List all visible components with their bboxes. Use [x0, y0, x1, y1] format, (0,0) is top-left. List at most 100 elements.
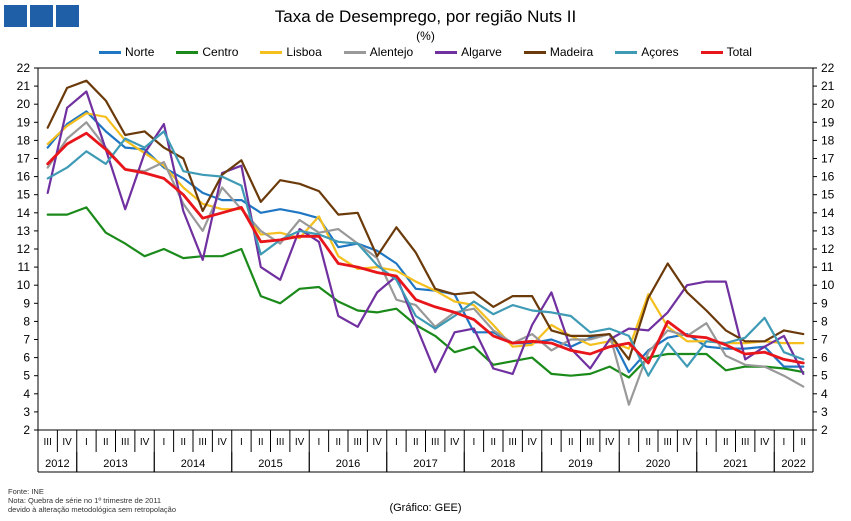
- logo-block: [56, 5, 79, 27]
- chart-credit: (Gráfico: GEE): [389, 502, 462, 514]
- x-tick-label-quarter: I: [318, 437, 321, 448]
- x-tick-label-quarter: II: [181, 437, 187, 448]
- y-tick-label-right: 7: [821, 333, 828, 347]
- x-tick-label-year: 2020: [646, 458, 670, 470]
- y-tick-label-left: 14: [17, 206, 31, 220]
- x-tick-label-quarter: IV: [527, 437, 537, 448]
- legend-item: Algarve: [435, 45, 502, 59]
- y-tick-label-right: 11: [821, 260, 834, 274]
- x-tick-label-quarter: IV: [450, 437, 460, 448]
- chart-notes: Fonte: INE Nota: Quebra de série no 1º t…: [8, 487, 176, 514]
- x-tick-label-quarter: III: [431, 437, 439, 448]
- y-tick-label-right: 16: [821, 170, 835, 184]
- x-tick-label-quarter: I: [473, 437, 476, 448]
- x-tick-label-quarter: IV: [605, 437, 615, 448]
- legend-swatch: [176, 50, 199, 54]
- y-tick-label-left: 17: [17, 152, 31, 166]
- x-tick-label-quarter: III: [44, 437, 52, 448]
- source-note: Fonte: INE: [8, 487, 44, 496]
- legend-label: Madeira: [549, 45, 594, 59]
- legend-swatch: [435, 50, 458, 54]
- legend-item: Açores: [615, 45, 679, 59]
- y-tick-label-right: 21: [821, 79, 835, 93]
- y-tick-label-left: 2: [23, 423, 30, 437]
- y-tick-label-right: 9: [821, 296, 828, 310]
- y-tick-label-left: 11: [18, 260, 31, 274]
- legend-swatch: [523, 50, 546, 54]
- x-tick-label-year: 2016: [336, 458, 360, 470]
- x-tick-label-quarter: II: [336, 437, 342, 448]
- y-tick-label-right: 2: [821, 423, 828, 437]
- y-tick-label-left: 21: [17, 79, 31, 93]
- x-tick-label-quarter: I: [395, 437, 398, 448]
- y-tick-label-right: 6: [821, 351, 828, 365]
- y-tick-label-left: 9: [23, 296, 30, 310]
- legend-label: Total: [726, 45, 752, 59]
- x-tick-label-quarter: IV: [760, 437, 770, 448]
- y-tick-label-left: 15: [17, 188, 31, 202]
- x-tick-label-quarter: II: [413, 437, 419, 448]
- y-tick-label-left: 19: [17, 115, 31, 129]
- chart-subtitle: (%): [416, 29, 435, 43]
- x-tick-label-quarter: IV: [295, 437, 305, 448]
- y-tick-label-left: 5: [23, 369, 30, 383]
- x-tick-label-quarter: II: [103, 437, 109, 448]
- legend-swatch: [343, 50, 366, 54]
- gee-logo: [4, 5, 79, 27]
- y-tick-label-left: 7: [23, 333, 30, 347]
- x-tick-label-quarter: IV: [217, 437, 227, 448]
- legend-label: Açores: [641, 45, 679, 59]
- x-tick-label-quarter: I: [85, 437, 88, 448]
- x-tick-label-year: 2022: [781, 458, 805, 470]
- y-tick-label-left: 20: [17, 97, 31, 111]
- x-tick-label-year: 2019: [568, 458, 592, 470]
- y-tick-label-left: 3: [23, 405, 30, 419]
- legend-item: Total: [700, 45, 752, 59]
- legend-label: Algarve: [461, 45, 502, 59]
- x-tick-label-quarter: III: [509, 437, 517, 448]
- y-tick-label-right: 12: [821, 242, 835, 256]
- series-line-a-ores: [46, 130, 805, 377]
- series-line-alentejo: [46, 121, 805, 406]
- y-tick-label-left: 22: [17, 61, 31, 75]
- x-tick-label-quarter: II: [568, 437, 574, 448]
- y-tick-label-left: 10: [17, 278, 31, 292]
- y-tick-label-right: 4: [821, 387, 828, 401]
- y-tick-label-left: 16: [17, 170, 31, 184]
- x-tick-label-quarter: III: [741, 437, 749, 448]
- series-line-lisboa: [46, 112, 805, 350]
- x-tick-label-year: 2021: [723, 458, 747, 470]
- x-tick-label-quarter: I: [550, 437, 553, 448]
- x-tick-label-quarter: I: [783, 437, 786, 448]
- series-break-note-detail: devido à alteração metodológica sem retr…: [8, 505, 177, 514]
- x-tick-label-year: 2014: [181, 458, 205, 470]
- x-tick-label-quarter: IV: [62, 437, 72, 448]
- legend-item: Madeira: [523, 45, 594, 59]
- y-tick-label-left: 12: [17, 242, 31, 256]
- y-tick-label-right: 18: [821, 133, 835, 147]
- x-tick-label-quarter: II: [723, 437, 729, 448]
- series-break-note: Nota: Quebra de série no 1º trimestre de…: [8, 496, 162, 505]
- y-tick-label-right: 8: [821, 314, 828, 328]
- x-tick-label-quarter: IV: [372, 437, 382, 448]
- legend-label: Alentejo: [369, 45, 414, 59]
- legend-item: Alentejo: [343, 45, 414, 59]
- x-tick-label-quarter: II: [646, 437, 652, 448]
- x-tick-label-quarter: I: [240, 437, 243, 448]
- legend-swatch: [615, 50, 638, 54]
- series-line-centro: [46, 206, 805, 379]
- y-tick-label-right: 15: [821, 188, 835, 202]
- legend-item: Lisboa: [260, 45, 322, 59]
- x-tick-label-quarter: III: [121, 437, 129, 448]
- x-tick-label-year: 2017: [413, 458, 437, 470]
- x-tick-label-quarter: I: [705, 437, 708, 448]
- legend-item: Centro: [176, 45, 238, 59]
- y-tick-label-left: 18: [17, 133, 31, 147]
- logo-block: [30, 5, 53, 27]
- legend-swatch: [260, 50, 283, 54]
- legend-label: Lisboa: [286, 45, 322, 59]
- y-tick-label-left: 4: [23, 387, 30, 401]
- legend-label: Norte: [125, 45, 155, 59]
- y-tick-label-right: 13: [821, 224, 835, 238]
